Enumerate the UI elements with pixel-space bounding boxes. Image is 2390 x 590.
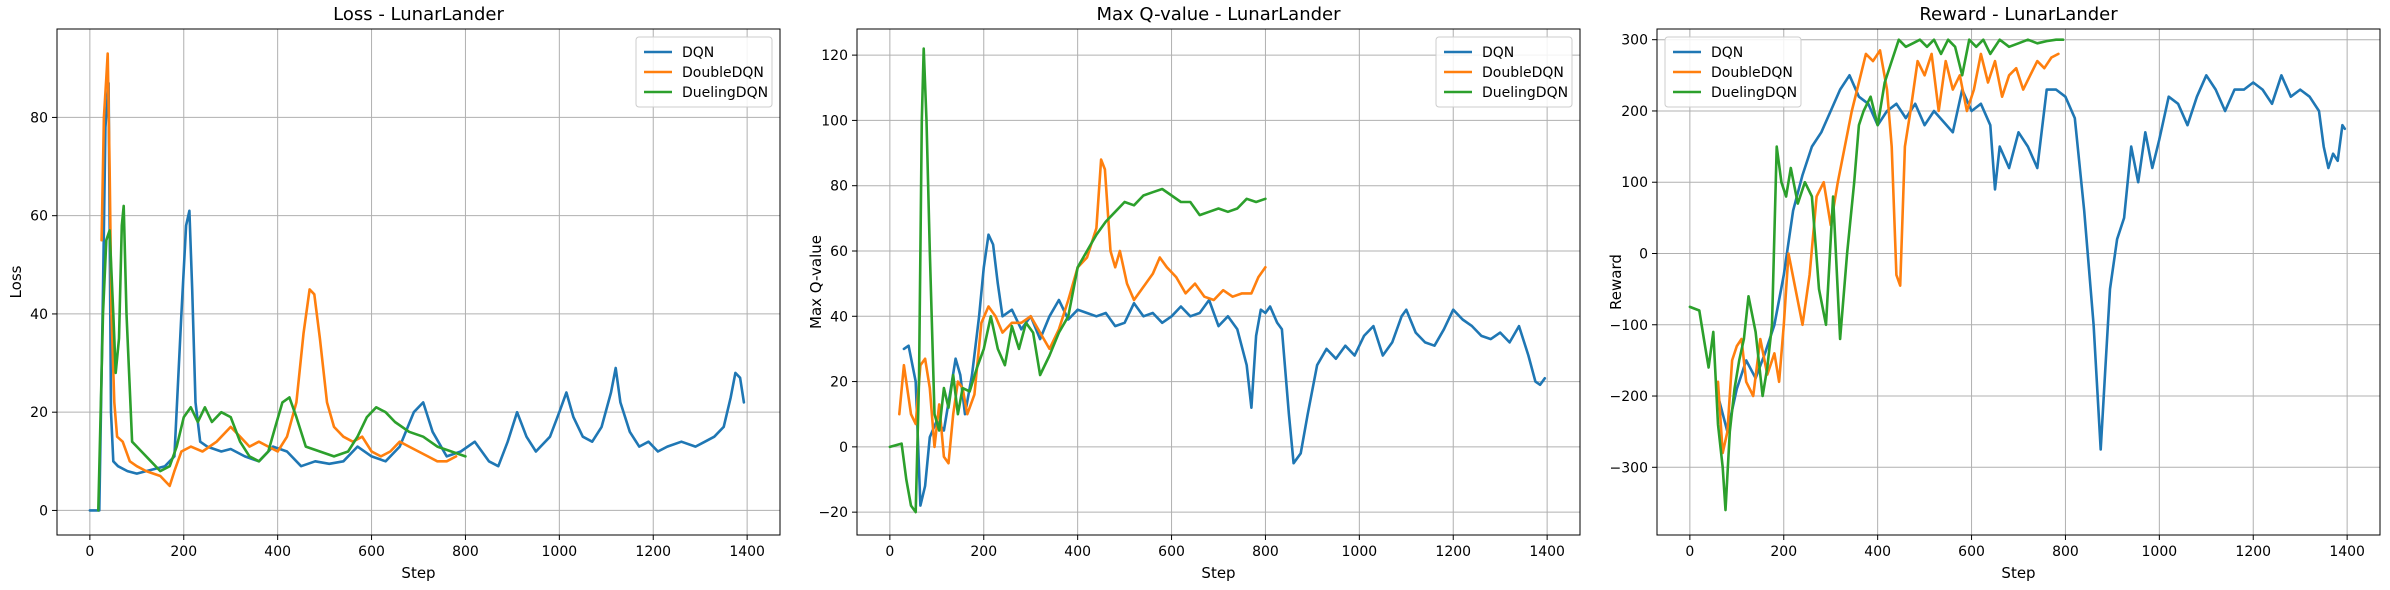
y-tick-label: 40 [30, 307, 48, 323]
x-axis-label: Step [401, 564, 435, 582]
series-line-DQN [1716, 74, 2347, 451]
legend-label-DoubleDQN: DoubleDQN [682, 65, 764, 81]
series-line-DoubleDQN [898, 158, 1267, 465]
series-line-DoubleDQN [100, 52, 458, 488]
y-tick-label: −300 [1610, 460, 1648, 476]
x-tick-label: 1200 [1435, 544, 1471, 560]
y-tick-label: 20 [30, 405, 48, 421]
x-tick-label: 400 [264, 544, 291, 560]
legend: DQN DoubleDQN DuelingDQN [1664, 36, 1802, 108]
plot-area [1657, 29, 2380, 535]
y-tick-label: 20 [830, 375, 848, 391]
legend-label-DQN: DQN [682, 45, 714, 61]
y-axis-label: Reward [1607, 254, 1625, 310]
y-tick-label: −100 [1610, 318, 1648, 334]
x-tick-label: 200 [970, 544, 997, 560]
x-tick-label: 0 [1685, 544, 1694, 560]
x-axis-label: Step [1201, 564, 1235, 582]
y-tick-label: 60 [830, 244, 848, 260]
x-tick-label: 1200 [635, 544, 671, 560]
series-line-DuelingDQN [888, 47, 1267, 514]
x-tick-label: 200 [1770, 544, 1797, 560]
chart-title: Loss - LunarLander [333, 4, 504, 25]
y-tick-label: 100 [821, 113, 848, 129]
legend-label-DuelingDQN: DuelingDQN [1711, 85, 1797, 101]
x-tick-label: 1000 [1342, 544, 1378, 560]
chart-panel-3: 0 200 400 600 800 1000 1200 1400 −300 −200 −100 0 10… [1607, 4, 2381, 582]
y-tick-label: 200 [1621, 104, 1648, 120]
y-tick-label: 40 [830, 309, 848, 325]
series-line-DuelingDQN [97, 204, 467, 512]
x-tick-label: 600 [358, 544, 385, 560]
chart-panel-1: 0 200 400 600 800 1000 1200 1400 0 20 40 60 80 Loss -… [7, 4, 781, 582]
y-tick-label: 300 [1621, 33, 1648, 49]
x-tick-label: 1200 [2235, 544, 2271, 560]
series-group [888, 47, 1547, 514]
legend-label-DuelingDQN: DuelingDQN [682, 85, 768, 101]
chart-title: Max Q-value - LunarLander [1096, 4, 1341, 25]
y-tick-label: 100 [1621, 175, 1648, 191]
legend-label-DoubleDQN: DoubleDQN [1711, 65, 1793, 81]
x-tick-label: 1000 [542, 544, 578, 560]
x-tick-label: 0 [885, 544, 894, 560]
x-tick-label: 0 [85, 544, 94, 560]
legend: DQN DoubleDQN DuelingDQN [635, 36, 773, 108]
y-tick-label: 0 [1639, 246, 1648, 262]
y-axis-label: Max Q-value [807, 235, 825, 329]
x-tick-label: 600 [1158, 544, 1185, 560]
series-group [88, 52, 746, 512]
y-tick-label: 120 [821, 48, 848, 64]
x-tick-label: 400 [1064, 544, 1091, 560]
y-tick-label: 60 [30, 209, 48, 225]
legend-label-DQN: DQN [1482, 45, 1514, 61]
axes-frame [56, 28, 781, 536]
legend-label-DoubleDQN: DoubleDQN [1482, 65, 1564, 81]
chart-title: Reward - LunarLander [1919, 4, 2118, 25]
y-tick-label: −200 [1610, 389, 1648, 405]
chart-panel-2: 0 200 400 600 800 1000 1200 1400 −20 0 20 40 60 80 100… [807, 4, 1581, 582]
x-tick-label: 1000 [2142, 544, 2178, 560]
y-tick-label: 0 [39, 503, 48, 519]
series-line-DQN [88, 81, 746, 512]
y-tick-label: 80 [30, 110, 48, 126]
y-tick-label: −20 [818, 505, 848, 521]
x-tick-label: 800 [2052, 544, 2079, 560]
x-axis-label: Step [2001, 564, 2035, 582]
x-tick-label: 200 [170, 544, 197, 560]
x-tick-label: 600 [1958, 544, 1985, 560]
x-tick-label: 1400 [729, 544, 765, 560]
legend-box [1435, 36, 1573, 108]
axes-frame [856, 28, 1581, 536]
legend: DQN DoubleDQN DuelingDQN [1435, 36, 1573, 108]
series-line-DQN [902, 233, 1547, 507]
legend-label-DQN: DQN [1711, 45, 1743, 61]
y-axis-label: Loss [7, 265, 25, 298]
y-tick-label: 0 [839, 440, 848, 456]
legend-box [1664, 36, 1802, 108]
y-tick-label: 80 [830, 179, 848, 195]
series-line-DuelingDQN [1688, 38, 2065, 512]
x-tick-label: 400 [1864, 544, 1891, 560]
axes-frame [1656, 28, 2381, 536]
legend-label-DuelingDQN: DuelingDQN [1482, 85, 1568, 101]
plot-area [857, 29, 1580, 535]
x-tick-label: 1400 [2329, 544, 2365, 560]
x-tick-label: 800 [1252, 544, 1279, 560]
x-tick-label: 800 [452, 544, 479, 560]
series-group [1688, 38, 2347, 512]
legend-box [635, 36, 773, 108]
x-tick-label: 1400 [1529, 544, 1565, 560]
